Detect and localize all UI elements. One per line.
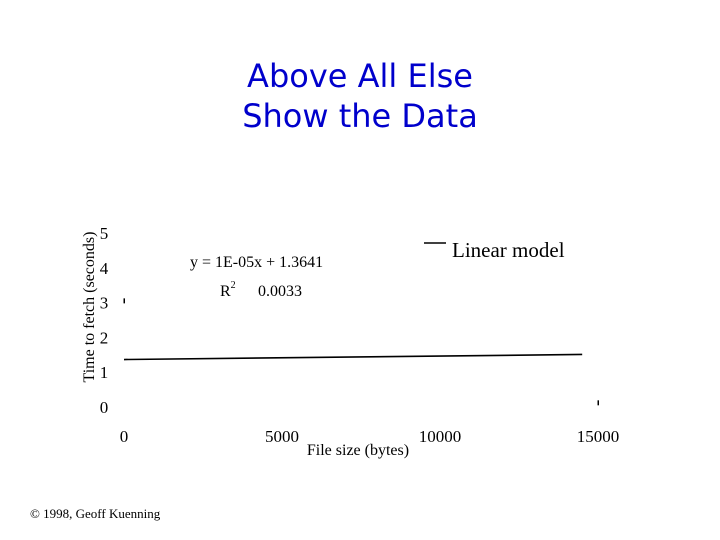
data-point (123, 298, 125, 304)
x-tick-label: 15000 (577, 427, 620, 446)
x-axis-label: File size (bytes) (307, 442, 409, 459)
legend-label: Linear model (452, 238, 565, 262)
y-tick-label: 2 (100, 328, 109, 347)
y-axis-label: Time to fetch (seconds) (81, 232, 98, 383)
legend: Linear model (424, 238, 565, 262)
series-line (123, 353, 583, 361)
copyright-footer: © 1998, Geoff Kuenning (30, 506, 161, 521)
r2-superscript: 2 (231, 280, 236, 291)
slide-title-line1: Above All Else (247, 57, 473, 95)
slide-title-line2: Show the Data (242, 97, 478, 135)
r2-label: R2 (220, 280, 236, 300)
y-tick-label: 3 (100, 294, 109, 313)
data-points (123, 298, 599, 406)
y-tick-label: 4 (100, 259, 109, 278)
r2-letter: R (220, 283, 231, 300)
series-lines (123, 353, 583, 361)
x-tick-label: 5000 (265, 427, 299, 446)
x-tick-labels: 0 5000 10000 15000 (120, 427, 620, 446)
trend-equation: y = 1E-05x + 1.3641 (190, 254, 323, 271)
x-tick-label: 0 (120, 427, 129, 446)
y-tick-label: 0 (100, 398, 109, 417)
y-tick-label: 1 (100, 363, 109, 382)
y-tick-labels: 0 1 2 3 4 5 (100, 224, 109, 417)
x-tick-label: 10000 (419, 427, 462, 446)
y-tick-label: 5 (100, 224, 109, 243)
data-point (597, 400, 599, 406)
r2-value: 0.0033 (258, 283, 302, 300)
